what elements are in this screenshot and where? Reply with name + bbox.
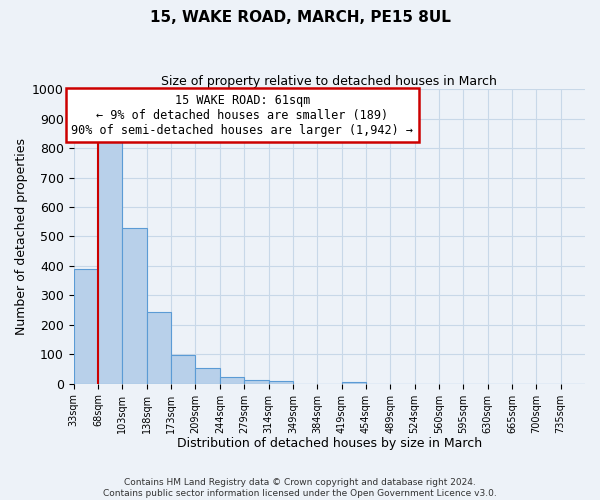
Bar [220,378,244,384]
Bar [171,356,196,384]
Bar [269,381,293,384]
Text: 15, WAKE ROAD, MARCH, PE15 8UL: 15, WAKE ROAD, MARCH, PE15 8UL [149,10,451,25]
Bar [147,312,171,384]
Bar [341,382,366,384]
Bar [74,269,98,384]
Bar [122,228,147,384]
Y-axis label: Number of detached properties: Number of detached properties [15,138,28,335]
Bar [98,139,122,384]
X-axis label: Distribution of detached houses by size in March: Distribution of detached houses by size … [177,437,482,450]
Bar [196,368,220,384]
Text: Contains HM Land Registry data © Crown copyright and database right 2024.
Contai: Contains HM Land Registry data © Crown c… [103,478,497,498]
Bar [244,380,269,384]
Text: 15 WAKE ROAD: 61sqm
← 9% of detached houses are smaller (189)
90% of semi-detach: 15 WAKE ROAD: 61sqm ← 9% of detached hou… [71,94,413,136]
Title: Size of property relative to detached houses in March: Size of property relative to detached ho… [161,75,497,88]
